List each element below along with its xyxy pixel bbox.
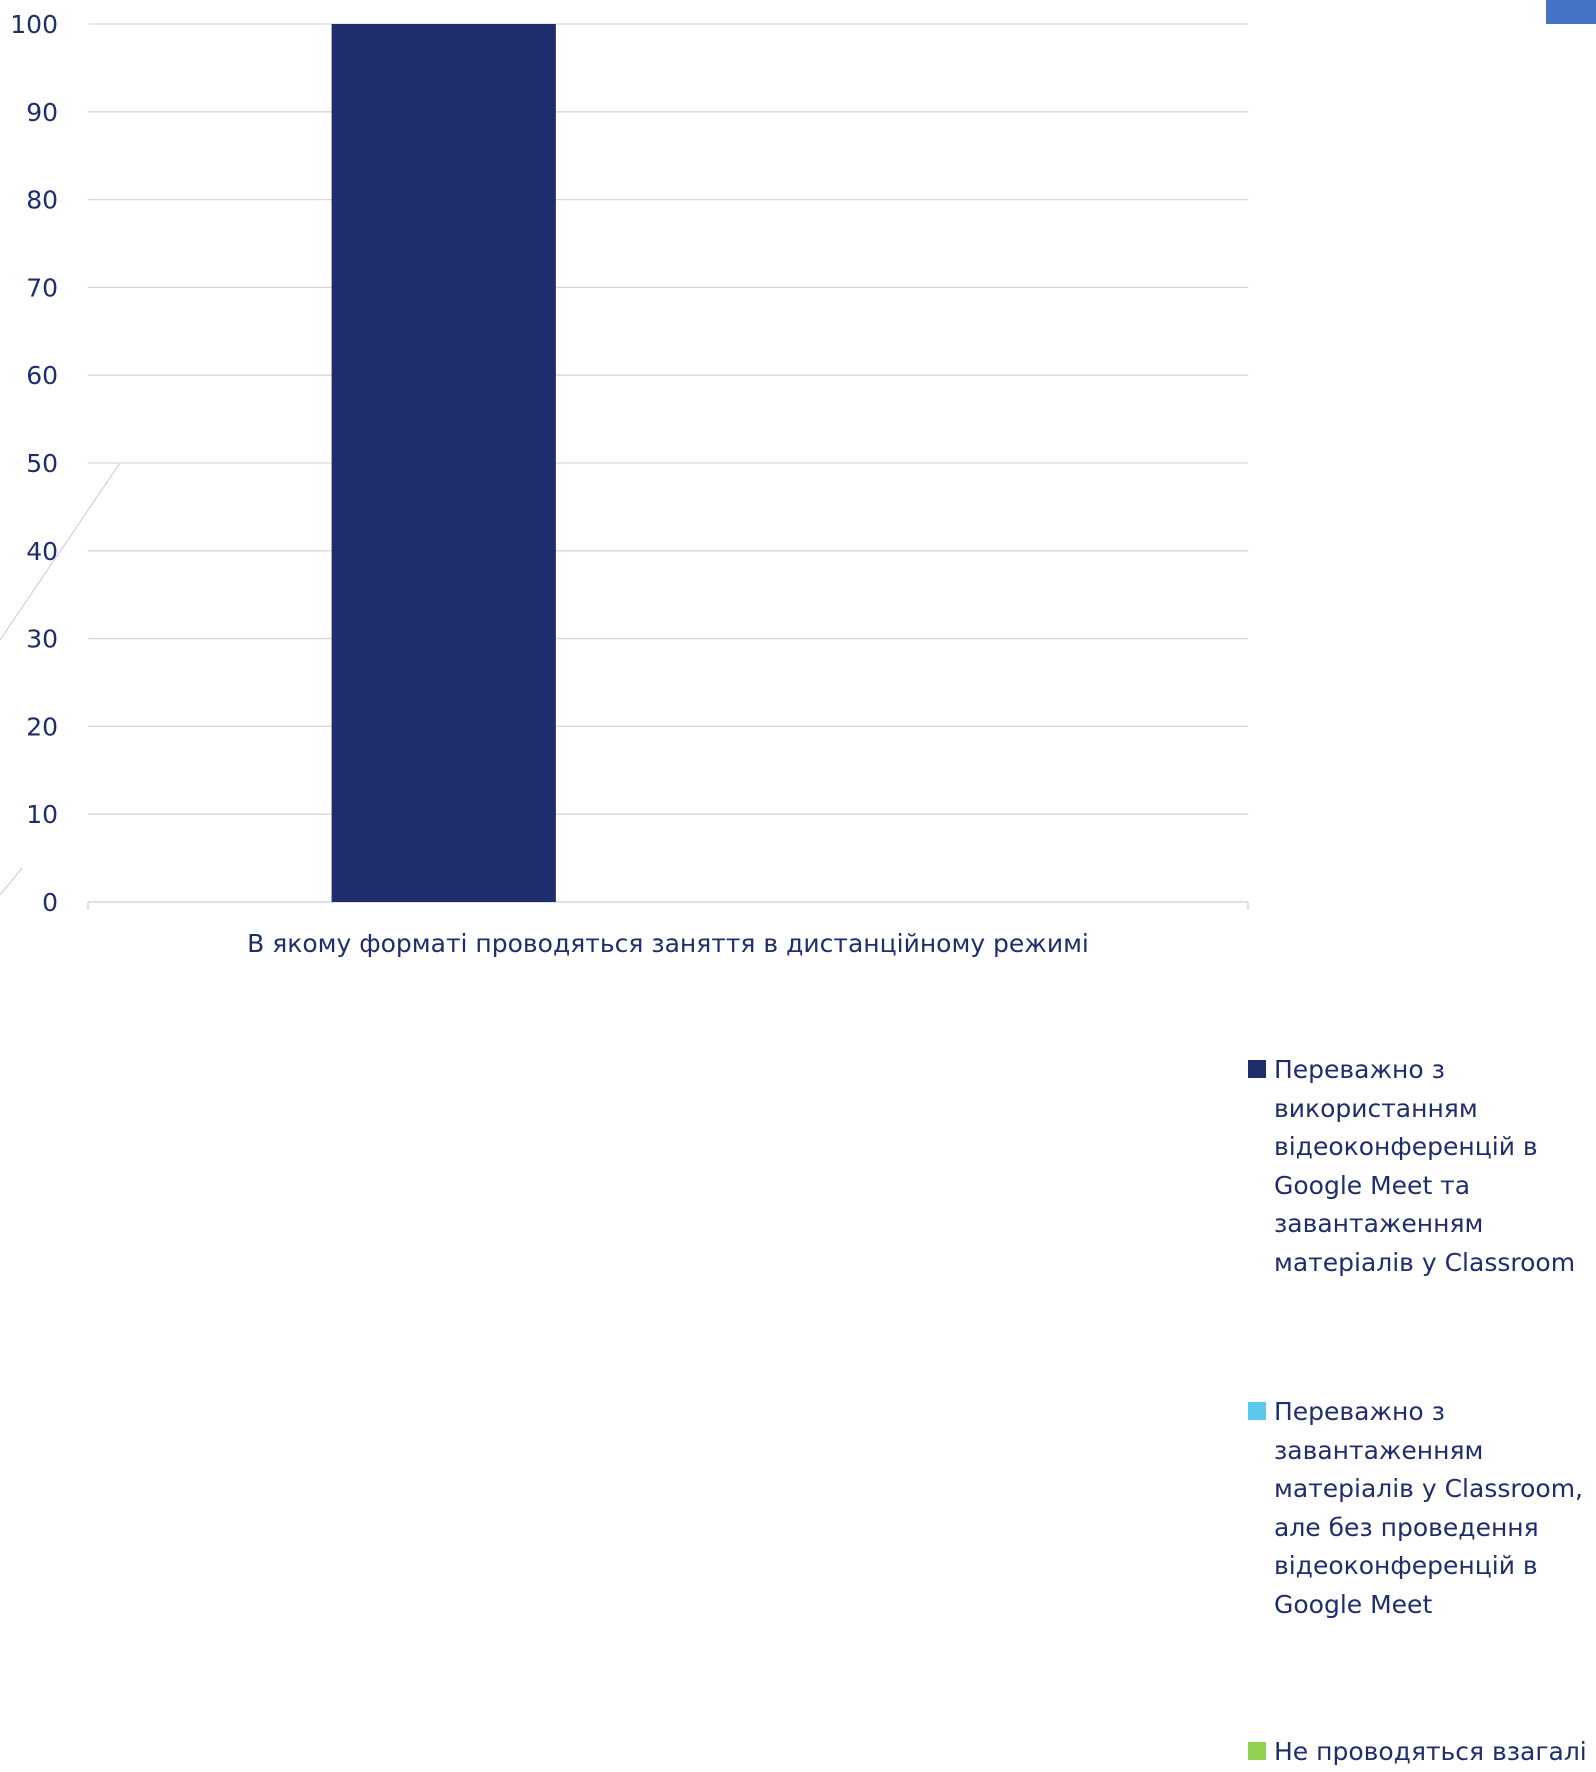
legend-swatch xyxy=(1248,1742,1266,1760)
legend-swatch xyxy=(1248,1402,1266,1420)
y-tick-label: 20 xyxy=(26,712,58,741)
y-axis-ticks: 0 10 20 30 40 50 60 70 80 90 100 xyxy=(10,10,58,917)
y-tick-label: 10 xyxy=(26,800,58,829)
y-tick-label: 50 xyxy=(26,449,58,478)
y-tick-label: 100 xyxy=(10,10,58,39)
legend-swatch xyxy=(1248,1060,1266,1078)
gridlines xyxy=(88,23,1248,815)
x-axis xyxy=(87,901,1249,910)
y-tick-label: 70 xyxy=(26,273,58,302)
decor-line xyxy=(0,462,121,641)
decor-line xyxy=(0,867,23,896)
legend-item-classroom-only: Переважно з завантаженням матеріалів у C… xyxy=(1248,1393,1588,1624)
legend-label: Переважно з використанням відеоконференц… xyxy=(1274,1055,1576,1277)
y-tick-label: 40 xyxy=(26,537,58,566)
bar-chart: 0 10 20 30 40 50 60 70 80 90 100 В якому форматі п… xyxy=(0,10,1249,958)
legend-item-google-meet-classroom: Переважно з використанням відеоконференц… xyxy=(1248,1051,1588,1282)
x-category-label: В якому форматі проводяться заняття в ди… xyxy=(247,929,1089,958)
y-tick-label: 60 xyxy=(26,361,58,390)
y-tick-label: 90 xyxy=(26,98,58,127)
decorative-diagonals xyxy=(0,462,121,896)
y-tick-label: 80 xyxy=(26,186,58,215)
x-category-labels: В якому форматі проводяться заняття в ди… xyxy=(247,929,1089,958)
bar-series-0 xyxy=(331,24,556,902)
bars xyxy=(331,24,556,902)
legend-label: Не проводяться взагалі xyxy=(1274,1737,1587,1766)
y-tick-label: 30 xyxy=(26,625,58,654)
legend-item-not-conducted: Не проводяться взагалі xyxy=(1248,1733,1588,1772)
y-tick-label: 0 xyxy=(42,888,58,917)
corner-accent xyxy=(1546,0,1596,24)
legend-label: Переважно з завантаженням матеріалів у C… xyxy=(1274,1397,1583,1619)
